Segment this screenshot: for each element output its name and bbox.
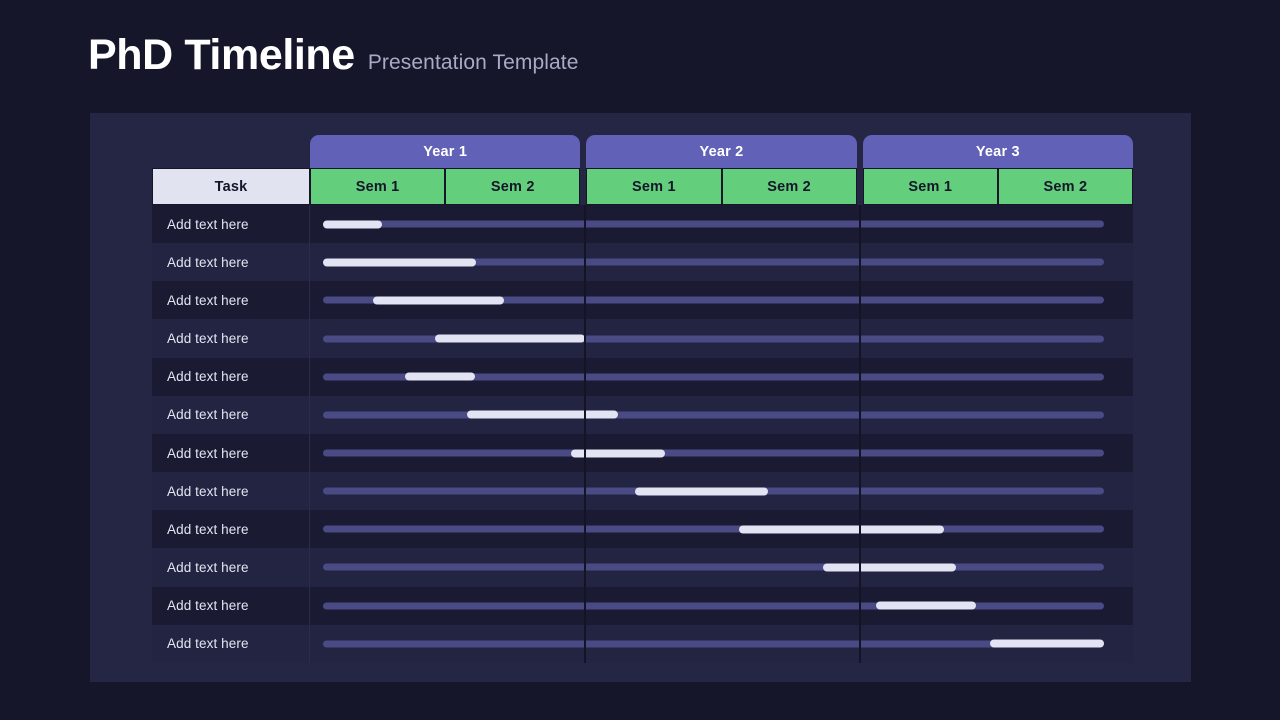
gantt-bar-cell[interactable] (310, 472, 1133, 510)
gantt-bar-track (323, 639, 1104, 648)
gantt-bar-fill[interactable] (323, 220, 382, 229)
page-subtitle: Presentation Template (367, 51, 579, 74)
table-row[interactable]: Add text here (152, 548, 1133, 587)
gantt-bar-fill[interactable] (822, 563, 956, 572)
page-header: PhD Timeline Presentation Template (88, 34, 579, 77)
semester-group-container: Sem 1 Sem 2 Sem 1 Sem 2 Sem 1 Sem 2 (310, 168, 1133, 205)
gantt-bar-fill[interactable] (467, 410, 619, 419)
page-title: PhD Timeline (88, 31, 355, 79)
gantt-bar-cell[interactable] (310, 587, 1133, 625)
gantt-bar-cell[interactable] (310, 319, 1133, 357)
task-label-cell: Add text here (152, 624, 310, 663)
gantt-bar-fill[interactable] (875, 601, 976, 610)
gantt-bar-cell[interactable] (310, 434, 1133, 472)
table-row[interactable]: Add text here (152, 243, 1133, 282)
gantt-bar-fill[interactable] (434, 334, 585, 343)
semester-group-1: Sem 1 Sem 2 (310, 168, 581, 205)
gantt-bar-cell[interactable] (310, 205, 1133, 243)
table-row[interactable]: Add text here (152, 357, 1133, 396)
gantt-bar-cell[interactable] (310, 358, 1133, 396)
gantt-bar-track (323, 487, 1104, 496)
semester-group-2: Sem 1 Sem 2 (586, 168, 857, 205)
gantt-bar-fill[interactable] (405, 372, 476, 381)
task-label-cell: Add text here (152, 472, 310, 511)
gantt-bar-cell[interactable] (310, 625, 1133, 663)
gantt-bar-cell[interactable] (310, 510, 1133, 548)
table-row[interactable]: Add text here (152, 205, 1133, 244)
semester-header-cell-y2-s1: Sem 1 (586, 168, 722, 205)
year-header-row: Year 1 Year 2 Year 3 (310, 135, 1133, 168)
gantt-bar-cell[interactable] (310, 243, 1133, 281)
semester-header-cell-y2-s2: Sem 2 (721, 168, 857, 205)
task-label-cell: Add text here (152, 433, 310, 473)
semester-group-3: Sem 1 Sem 2 (862, 168, 1133, 205)
task-label-cell: Add text here (152, 281, 310, 320)
task-label-cell: Add text here (152, 319, 310, 358)
gantt-bar-track (323, 410, 1104, 419)
gantt-bar-cell[interactable] (310, 548, 1133, 586)
gantt-bar-track (323, 525, 1104, 534)
task-label-cell: Add text here (152, 510, 310, 549)
task-label-cell: Add text here (152, 205, 310, 244)
gantt-bar-track (323, 449, 1104, 458)
year-header-cell-3: Year 3 (862, 135, 1133, 168)
table-row[interactable]: Add text here (152, 433, 1133, 473)
gantt-bar-track (323, 220, 1104, 229)
gantt-bar-fill[interactable] (635, 487, 769, 496)
task-column-header: Task (152, 168, 310, 205)
gantt-bar-fill[interactable] (323, 258, 477, 267)
gantt-bar-fill[interactable] (372, 296, 505, 305)
semester-header-cell-y3-s1: Sem 1 (862, 168, 998, 205)
gantt-bar-track (323, 563, 1104, 572)
table-row[interactable]: Add text here (152, 624, 1133, 663)
year-header-cell-1: Year 1 (310, 135, 581, 168)
table-row[interactable]: Add text here (152, 395, 1133, 434)
semester-header-cell-y3-s2: Sem 2 (997, 168, 1133, 205)
table-row[interactable]: Add text here (152, 510, 1133, 549)
table-row[interactable]: Add text here (152, 586, 1133, 625)
gantt-bar-track (323, 601, 1104, 610)
gantt-bar-cell[interactable] (310, 281, 1133, 319)
task-label-cell: Add text here (152, 548, 310, 587)
task-label-cell: Add text here (152, 395, 310, 434)
semester-header-cell-y1-s2: Sem 2 (445, 168, 581, 205)
semester-header-row: Task Sem 1 Sem 2 Sem 1 Sem 2 Sem 1 Sem 2 (152, 168, 1133, 205)
table-row[interactable]: Add text here (152, 319, 1133, 358)
gantt-bar-fill[interactable] (739, 525, 944, 534)
table-row[interactable]: Add text here (152, 472, 1133, 511)
task-label-cell: Add text here (152, 357, 310, 396)
year-header-cell-2: Year 2 (586, 135, 857, 168)
gantt-bar-track (323, 372, 1104, 381)
gantt-bar-fill[interactable] (989, 639, 1104, 648)
gantt-bar-cell[interactable] (310, 396, 1133, 434)
timeline-rows: Add text here Add text here Add text here A… (152, 205, 1133, 663)
gantt-bar-fill[interactable] (571, 449, 666, 458)
table-row[interactable]: Add text here (152, 281, 1133, 320)
semester-header-cell-y1-s1: Sem 1 (310, 168, 446, 205)
task-label-cell: Add text here (152, 586, 310, 625)
gantt-bar-track (323, 334, 1104, 343)
gantt-bar-track (323, 296, 1104, 305)
task-label-cell: Add text here (152, 243, 310, 282)
gantt-bar-track (323, 258, 1104, 267)
